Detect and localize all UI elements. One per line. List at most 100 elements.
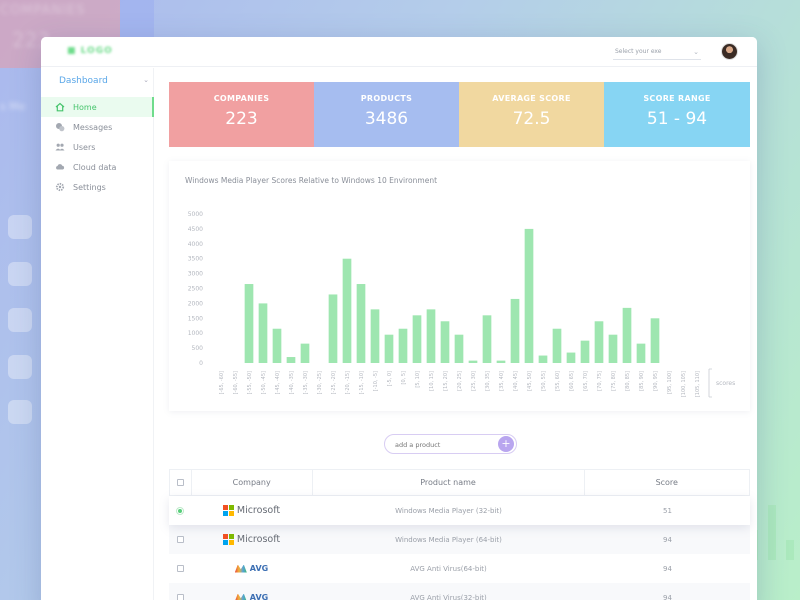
chart-bar bbox=[328, 294, 338, 363]
top-bar: ■ LOGO Select your exe ⌄ bbox=[41, 37, 757, 67]
x-tick-label: [60, 65] bbox=[569, 371, 575, 391]
column-header-company[interactable]: Company bbox=[192, 470, 313, 495]
avg-logo-icon bbox=[234, 593, 247, 600]
background-ghost-side: s Me bbox=[0, 100, 26, 113]
column-header-score[interactable]: Score bbox=[655, 478, 678, 487]
company-brand: AVG bbox=[234, 593, 268, 600]
y-tick-label: 0 bbox=[199, 360, 203, 367]
chart-bar bbox=[482, 315, 492, 363]
chart-bar bbox=[496, 360, 506, 363]
exe-select-placeholder: Select your exe bbox=[615, 48, 662, 55]
x-tick-label: [95, 100] bbox=[667, 371, 673, 394]
chart-bar bbox=[468, 360, 478, 363]
sidebar-item-label: Messages bbox=[73, 122, 113, 132]
add-product-input[interactable] bbox=[395, 438, 485, 451]
score-chart-card: 0 500 1000 1500 2000 2500 3000 3500 4000 4500 5000… bbox=[169, 161, 750, 411]
row-select-cell bbox=[169, 496, 191, 525]
x-tick-label: [-5, 0] bbox=[387, 371, 393, 386]
row-checkbox[interactable] bbox=[176, 565, 184, 572]
company-cell: Microsoft bbox=[191, 496, 312, 525]
row-selected-indicator[interactable] bbox=[176, 506, 184, 515]
x-tick-label: [20, 25] bbox=[457, 371, 463, 391]
x-tick-label: [-35, -30] bbox=[303, 371, 309, 394]
product-name-cell: Windows Media Player (64-bit) bbox=[395, 535, 502, 544]
chevron-down-icon: ⌄ bbox=[143, 76, 149, 84]
x-tick-label: [65, 70] bbox=[583, 371, 589, 391]
background-ghost-icon bbox=[8, 400, 32, 424]
chart-bar bbox=[384, 334, 394, 363]
x-tick-label: [70, 75] bbox=[597, 371, 603, 391]
sidebar-item-home[interactable]: Home bbox=[41, 97, 154, 117]
sidebar-item-cloud-data[interactable]: Cloud data bbox=[41, 157, 154, 177]
stat-label: AVERAGE SCORE bbox=[492, 94, 571, 103]
stat-value: 51 - 94 bbox=[646, 109, 708, 129]
x-tick-label: [-60, -55] bbox=[233, 371, 239, 394]
sidebar-item-users[interactable]: Users bbox=[41, 137, 154, 157]
dashboard-header[interactable]: Dashboard ⌄ bbox=[59, 76, 149, 86]
score-cell: 94 bbox=[663, 593, 672, 600]
table-row[interactable]: Microsoft Windows Media Player (64-bit) 94 bbox=[169, 525, 750, 554]
x-tick-label: [80, 85] bbox=[625, 371, 631, 391]
table-row[interactable]: AVG AVG Anti Virus(64-bit) 94 bbox=[169, 554, 750, 583]
row-select-cell bbox=[169, 525, 191, 554]
row-checkbox[interactable] bbox=[176, 536, 184, 543]
microsoft-logo-icon bbox=[222, 505, 234, 516]
x-tick-label: [45, 50] bbox=[527, 371, 533, 391]
company-cell: AVG bbox=[191, 583, 312, 600]
column-header-product[interactable]: Product name bbox=[313, 470, 585, 495]
x-tick-label: [5, 10] bbox=[415, 371, 421, 388]
add-product-button[interactable]: + bbox=[498, 436, 514, 452]
chart-bar bbox=[608, 334, 618, 363]
x-tick-label: [90, 95] bbox=[653, 371, 659, 391]
stats-row: COMPANIES 223 PRODUCTS 3486 AVERAGE SCOR… bbox=[169, 82, 750, 147]
y-tick-label: 3500 bbox=[188, 256, 203, 263]
x-tick-label: [-55, -50] bbox=[247, 371, 253, 394]
row-select-cell bbox=[169, 583, 191, 600]
y-tick-label: 1500 bbox=[188, 315, 203, 322]
chart-bar bbox=[370, 309, 380, 363]
table-row[interactable]: Microsoft Windows Media Player (32-bit) 51 bbox=[169, 496, 750, 525]
y-tick-label: 2000 bbox=[188, 300, 203, 307]
sidebar-item-settings[interactable]: Settings bbox=[41, 177, 154, 197]
chart-bar bbox=[538, 355, 548, 363]
x-tick-label: [-20, -15] bbox=[345, 371, 351, 394]
score-cell: 94 bbox=[663, 564, 672, 573]
chart-bar bbox=[510, 298, 520, 363]
product-name-cell: AVG Anti Virus(32-bit) bbox=[410, 593, 487, 600]
sidebar-item-label: Cloud data bbox=[73, 162, 117, 172]
chart-bar bbox=[272, 328, 282, 363]
stat-value: 3486 bbox=[364, 109, 409, 129]
x-tick-label: [-65, -60] bbox=[219, 371, 225, 394]
chevron-down-icon: ⌄ bbox=[693, 48, 699, 56]
chart-bar bbox=[244, 284, 254, 363]
score-cell: 51 bbox=[663, 506, 672, 515]
chart-bar bbox=[300, 343, 310, 363]
x-tick-label: [75, 80] bbox=[611, 371, 617, 391]
x-tick-label: [-10, -5] bbox=[373, 371, 379, 391]
y-tick-label: 4500 bbox=[188, 226, 203, 233]
x-tick-label: [35, 40] bbox=[499, 371, 505, 391]
x-tick-label: [-50, -45] bbox=[261, 371, 267, 394]
background-ghost-icon bbox=[8, 308, 32, 332]
app-logo[interactable]: ■ LOGO bbox=[67, 46, 113, 56]
stat-card-average-score: AVERAGE SCORE 72.5 bbox=[459, 82, 604, 147]
row-checkbox[interactable] bbox=[176, 594, 184, 600]
sidebar-menu: Home Messages Users Cloud data bbox=[41, 97, 154, 197]
y-tick-label: 3000 bbox=[188, 271, 203, 278]
chart-bar bbox=[622, 307, 632, 363]
x-tick-label: [-15, -10] bbox=[359, 371, 365, 394]
table-body: Microsoft Windows Media Player (32-bit) 51… bbox=[169, 496, 750, 600]
stat-value: 223 bbox=[225, 109, 258, 129]
table-row[interactable]: AVG AVG Anti Virus(32-bit) 94 bbox=[169, 583, 750, 600]
user-avatar[interactable] bbox=[721, 43, 738, 60]
add-product-field[interactable]: + bbox=[384, 434, 517, 454]
stat-card-companies: COMPANIES 223 bbox=[169, 82, 314, 147]
microsoft-logo-icon bbox=[222, 534, 234, 545]
select-all-checkbox[interactable] bbox=[176, 479, 184, 486]
exe-select[interactable]: Select your exe ⌄ bbox=[613, 46, 701, 60]
products-table: Company Product name Score Microsoft Wind… bbox=[169, 469, 750, 600]
x-tick-label: [50, 55] bbox=[541, 371, 547, 391]
sidebar-item-messages[interactable]: Messages bbox=[41, 117, 154, 137]
chart-title: Windows Media Player Scores Relative to … bbox=[185, 176, 438, 185]
chart-bar bbox=[412, 315, 422, 363]
